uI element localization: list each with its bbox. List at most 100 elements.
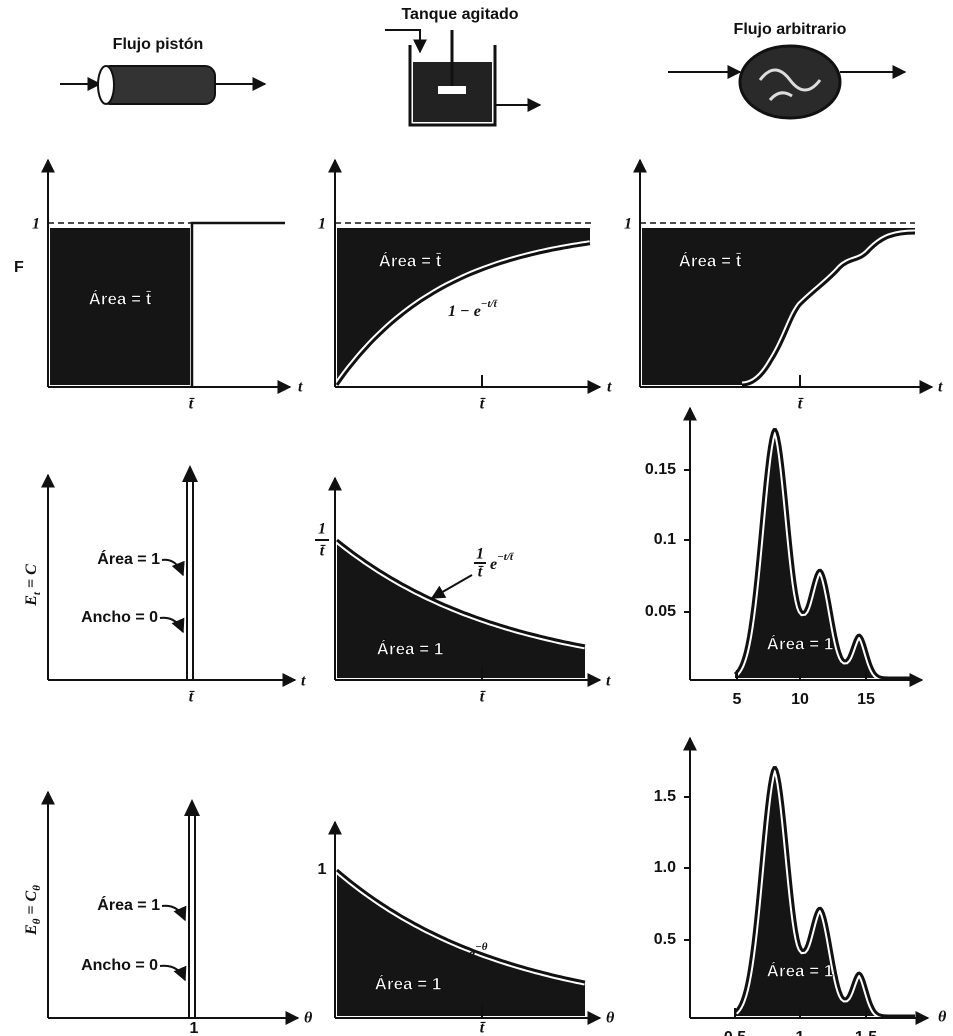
- curve: [741, 231, 916, 387]
- area-fill: [50, 228, 190, 385]
- x-tick: t̄: [189, 396, 195, 413]
- x-tick: t̄: [798, 396, 804, 413]
- x-axis-label: t: [607, 379, 612, 396]
- x-tick-label: 5: [733, 691, 742, 708]
- y-tick-label: 0.15: [645, 461, 676, 478]
- base: e: [468, 946, 475, 963]
- area-label: Área = 1: [375, 974, 442, 993]
- ticks: 1.5 1.0 0.5 0.5 1 1.5: [654, 788, 877, 1036]
- x-axis-label: θ: [606, 1010, 615, 1027]
- row-label-E: Et = C: [23, 564, 43, 607]
- area-label: Área = 1: [377, 639, 444, 658]
- F-mixed: 1 t̄ t Área = t̄ 1 − e−t/t̄: [318, 158, 612, 413]
- width-label: Ancho = 0: [81, 609, 158, 626]
- arrow: [385, 29, 427, 54]
- area-fill: [337, 228, 590, 385]
- rest: = C: [23, 564, 40, 592]
- area-label: Área = t̄: [89, 289, 152, 308]
- frac-num: 1: [318, 521, 326, 538]
- x-axis-label: t: [938, 379, 943, 396]
- F-arbitrary: 1 t̄ t Área = t̄: [624, 158, 943, 413]
- area-fill: [735, 429, 915, 678]
- tank: [408, 45, 497, 127]
- curve-label: 1 − e−t/t̄: [448, 298, 498, 320]
- x-axis-label: t: [606, 673, 611, 690]
- pointer: [161, 558, 185, 577]
- Etheta-mixed: 1 e−θ Área = 1 t̄ θ: [318, 820, 615, 1036]
- y-tick-label: 0.5: [654, 931, 676, 948]
- pointer: [161, 904, 187, 922]
- area-label: Área = 1: [767, 961, 834, 980]
- x-tick: t̄: [480, 396, 486, 413]
- row-label-F: F: [14, 259, 24, 276]
- area-fill: [642, 228, 915, 385]
- y-tick: 1: [32, 216, 40, 233]
- area-label: Área = 1: [97, 549, 160, 568]
- exp: −θ: [475, 941, 488, 953]
- x-axis-label: t: [298, 379, 303, 396]
- pointer: [159, 964, 187, 982]
- x-axis-label: t: [301, 673, 306, 690]
- x-tick-label: 10: [791, 691, 809, 708]
- y-tick: 1: [318, 861, 327, 878]
- pointer: [430, 574, 473, 599]
- impulse-head: [182, 465, 198, 482]
- area-fill: [337, 540, 585, 678]
- x-tick-label: 0.5: [724, 1029, 746, 1036]
- area-label: Área = 1: [97, 895, 160, 914]
- E-plug: Área = 1 Ancho = 0 t̄ t: [41, 465, 306, 706]
- exp: −t/t̄: [481, 298, 498, 310]
- impulse: [188, 812, 196, 1018]
- x-axis-label: θ: [938, 1009, 947, 1026]
- x-tick: 1: [190, 1020, 199, 1036]
- base: e: [490, 556, 497, 573]
- curve: [336, 868, 586, 984]
- x-tick-label: 1: [796, 1029, 805, 1036]
- x-tick-label: 1.5: [855, 1029, 877, 1036]
- impulse-head: [184, 799, 200, 816]
- x-tick: t̄: [189, 689, 195, 706]
- sub: θ: [31, 885, 43, 891]
- curve-den: t̄: [478, 564, 484, 581]
- eddies: [758, 68, 822, 102]
- area-label: Área = 1: [767, 634, 834, 653]
- y-tick: 1: [318, 216, 326, 233]
- x-tick-label: 15: [857, 691, 875, 708]
- area-fill: [735, 767, 915, 1016]
- y-tick-label: 0.05: [645, 603, 676, 620]
- Etheta-arbitrary: 1.5 1.0 0.5 0.5 1 1.5 Área = 1 θ: [654, 736, 947, 1036]
- pointer: [159, 616, 185, 634]
- E-arbitrary: 0.15 0.1 0.05 5 10 15 Área = 1: [645, 406, 924, 708]
- frac-den: t̄: [320, 543, 326, 560]
- area-label: Área = t̄: [379, 251, 442, 270]
- curve-label: e−t/t̄: [490, 551, 514, 573]
- curve: [733, 765, 915, 1018]
- impulse: [186, 478, 194, 680]
- plug-title: Flujo pistón: [113, 36, 204, 53]
- curve-num: 1: [476, 546, 484, 563]
- impeller: [438, 86, 466, 94]
- curve-label: e−θ: [468, 941, 488, 963]
- y-tick: 1: [624, 216, 632, 233]
- x-axis-label: θ: [304, 1010, 313, 1027]
- sym: E: [23, 924, 40, 936]
- x-tick: t̄: [480, 689, 486, 706]
- sub: θ: [31, 918, 43, 924]
- step: [190, 221, 285, 387]
- F-plug: 1 t̄ t Área = t̄: [32, 158, 303, 413]
- sym: E: [23, 595, 40, 607]
- area-fill: [337, 870, 585, 1016]
- area-label: Área = t̄: [679, 251, 742, 270]
- y-tick-label: 0.1: [654, 531, 676, 548]
- arbitrary-title: Flujo arbitrario: [734, 21, 847, 38]
- x-tick: t̄: [480, 1020, 486, 1036]
- sub: t: [31, 591, 43, 595]
- curve: [336, 538, 586, 648]
- curve: [335, 242, 591, 386]
- base: 1 − e: [448, 303, 481, 320]
- row-label-E-theta: Eθ = Cθ: [23, 885, 43, 936]
- exp: −t/t̄: [497, 551, 514, 563]
- mixed-title: Tanque agitado: [401, 6, 518, 23]
- header: Flujo pistón Tanque agitado Flujo arbitr…: [60, 6, 907, 127]
